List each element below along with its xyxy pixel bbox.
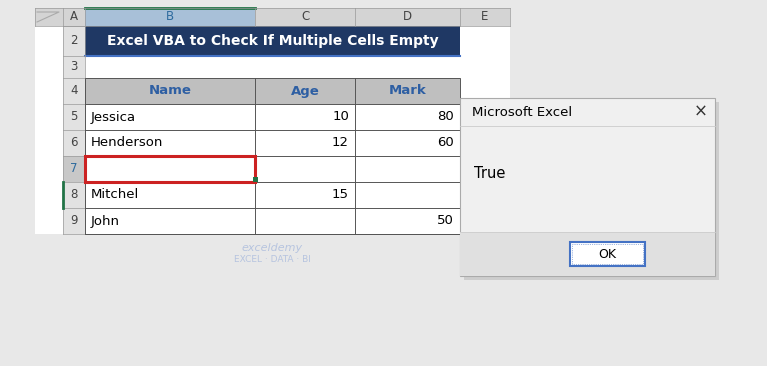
Text: 6: 6 [71,137,77,149]
Bar [570,242,645,266]
Text: 3: 3 [71,60,77,74]
Text: 10: 10 [332,111,349,123]
Text: exceldemy: exceldemy [242,243,303,253]
Bar [85,56,510,78]
Bar [63,130,85,156]
Text: B: B [166,11,174,23]
Text: 5: 5 [71,111,77,123]
Text: Excel VBA to Check If Multiple Cells Empty: Excel VBA to Check If Multiple Cells Emp… [107,34,438,48]
Text: C: C [301,11,309,23]
Text: 12: 12 [332,137,349,149]
Bar [63,104,85,130]
Bar [252,177,258,182]
Text: Henderson: Henderson [91,137,163,149]
Bar [460,232,715,276]
Text: 9: 9 [71,214,77,228]
Text: OK: OK [598,247,617,261]
Text: 50: 50 [437,214,454,228]
Text: 2: 2 [71,34,77,48]
Text: Mark: Mark [389,85,426,97]
Text: D: D [403,11,412,23]
Bar [63,8,85,26]
Bar [85,78,255,104]
Text: ×: × [694,103,708,121]
Bar [63,78,85,104]
Bar [355,8,460,26]
Bar [85,8,255,26]
Text: Microsoft Excel: Microsoft Excel [472,105,572,119]
Bar [63,208,85,234]
Bar [85,26,510,234]
Bar [85,26,460,56]
Text: True: True [474,167,505,182]
Text: A: A [70,11,78,23]
Bar [63,56,85,78]
Bar [572,244,643,264]
Bar [35,8,510,234]
Text: E: E [482,11,489,23]
Bar [85,156,255,182]
Bar [255,78,355,104]
Text: Age: Age [291,85,319,97]
Text: 8: 8 [71,188,77,202]
Text: Jessica: Jessica [91,111,136,123]
Bar [85,78,460,234]
Text: EXCEL · DATA · BI: EXCEL · DATA · BI [234,254,311,264]
Text: Mitchel: Mitchel [91,188,140,202]
Bar [460,98,715,276]
Bar [355,78,460,104]
Bar [255,8,355,26]
Bar [460,8,510,26]
Bar [35,8,63,26]
Text: 60: 60 [437,137,454,149]
Text: 80: 80 [437,111,454,123]
Text: 7: 7 [71,163,77,176]
Bar [63,156,85,182]
Text: Name: Name [149,85,192,97]
Text: 4: 4 [71,85,77,97]
Text: 15: 15 [332,188,349,202]
Bar [63,26,85,56]
Bar [464,102,719,280]
Text: John: John [91,214,120,228]
Bar [63,182,85,208]
